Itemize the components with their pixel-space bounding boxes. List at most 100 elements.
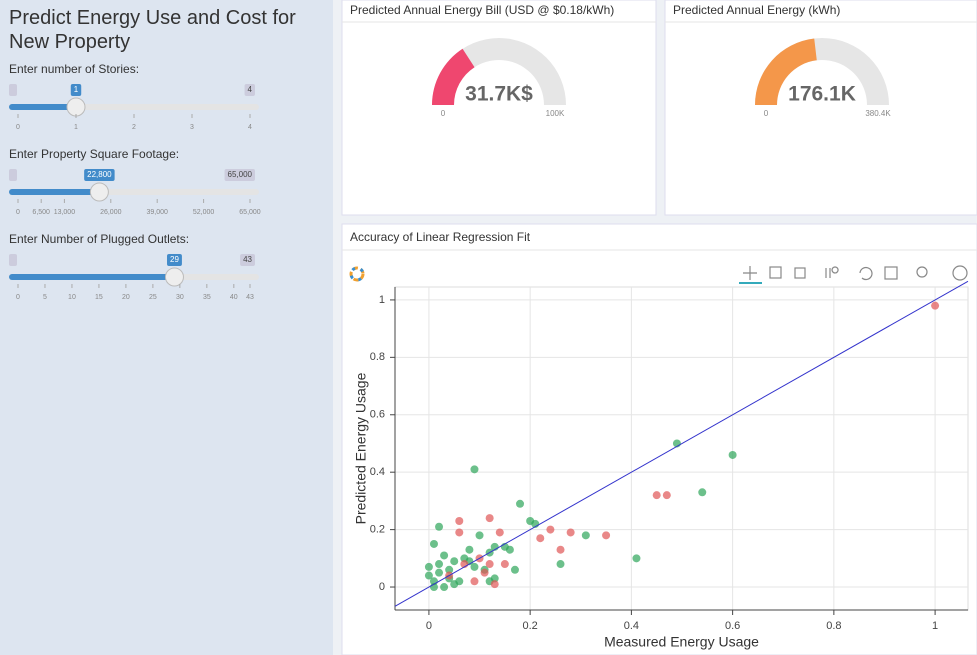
- data-point: [445, 565, 454, 574]
- data-point: [450, 557, 459, 566]
- slider-max-box: [224, 169, 255, 181]
- hover-tool[interactable]: [916, 266, 928, 278]
- slider-value: 1: [74, 85, 79, 94]
- data-point: [485, 560, 494, 569]
- data-point: [546, 525, 555, 534]
- data-point: [455, 516, 464, 525]
- gauge-min: 0: [764, 109, 769, 118]
- plot-title: Accuracy of Linear Regression Fit: [350, 230, 531, 244]
- y-tick-label: 1: [379, 294, 385, 306]
- slider-max: 4: [248, 85, 253, 94]
- data-point: [435, 522, 444, 531]
- y-tick-label: 0: [379, 581, 385, 593]
- slider-tick-label: 3: [190, 124, 194, 131]
- x-tick-label: 0: [426, 620, 432, 632]
- slider-value: 29: [170, 255, 179, 264]
- data-point: [536, 534, 545, 543]
- save-tool[interactable]: [884, 266, 898, 280]
- x-tick-label: 0.6: [725, 620, 740, 632]
- toolbar[interactable]: [739, 265, 968, 284]
- sidebar: [0, 0, 333, 655]
- data-point: [440, 551, 449, 560]
- slider-tick-label: 1: [74, 124, 78, 131]
- gauge-title: Predicted Annual Energy Bill (USD @ $0.1…: [350, 3, 614, 17]
- slider-tick-label: 15: [95, 294, 103, 301]
- data-point: [429, 539, 438, 548]
- sidebar-title: Predict Energy Use and Cost for New Prop…: [9, 7, 296, 53]
- data-point: [500, 560, 509, 569]
- reset-tool[interactable]: [859, 266, 873, 281]
- y-tick-label: 0.8: [370, 351, 385, 363]
- slider-min-box: [9, 84, 17, 96]
- gauge-max: 100K: [546, 109, 565, 118]
- slider-tick-label: 10: [68, 294, 76, 301]
- data-point: [424, 562, 433, 571]
- wheel-zoom-tool[interactable]: [794, 267, 806, 279]
- gauge-panel: [341, 0, 657, 216]
- slider-handle[interactable]: [66, 97, 86, 117]
- slider-tick-label: 5: [43, 294, 47, 301]
- gauge-value-label: 176.1K: [788, 83, 856, 106]
- data-point: [480, 568, 489, 577]
- fit-line: [394, 280, 969, 607]
- gauge-value: [432, 48, 475, 105]
- gauge-panel: [664, 0, 977, 216]
- slider-tick-label: 2: [132, 124, 136, 131]
- y-tick-label: 0.2: [370, 524, 385, 536]
- data-point: [470, 577, 479, 586]
- data-point: [510, 565, 519, 574]
- data-point: [475, 531, 484, 540]
- data-point: [581, 531, 590, 540]
- slider-label: Enter Property Square Footage:: [9, 147, 179, 161]
- data-point: [490, 580, 499, 589]
- data-point: [495, 528, 504, 537]
- x-tick-label: 1: [932, 620, 938, 632]
- data-point: [556, 545, 565, 554]
- help-tool[interactable]: [952, 265, 968, 281]
- data-point: [450, 580, 459, 589]
- bokeh-logo: [349, 266, 365, 282]
- slider-max: 65,000: [228, 170, 253, 179]
- slider-label: Enter number of Stories:: [9, 62, 139, 76]
- data-point: [435, 568, 444, 577]
- slider-tick-label: 25: [149, 294, 157, 301]
- box-zoom-tool[interactable]: [769, 266, 782, 279]
- data-point: [556, 560, 565, 569]
- slider-tick-label: 39,000: [146, 209, 168, 216]
- slider-max-box: [244, 84, 255, 96]
- y-tick-label: 0.4: [370, 466, 385, 478]
- data-point: [505, 545, 514, 554]
- data-point: [698, 488, 707, 497]
- slider-fill: [9, 104, 76, 110]
- data-point: [490, 574, 499, 583]
- data-point: [662, 491, 671, 500]
- slider-tick-label: 13,000: [54, 209, 76, 216]
- slider-tick-label: 4: [248, 124, 252, 131]
- slider-handle[interactable]: [164, 267, 184, 287]
- x-tick-label: 0.8: [826, 620, 841, 632]
- data-point: [602, 531, 611, 540]
- slider-tick-label: 35: [203, 294, 211, 301]
- slider-label: Enter Number of Plugged Outlets:: [9, 232, 189, 246]
- slider-fill: [9, 274, 175, 280]
- slider-value-box: [167, 254, 182, 266]
- slider-tick-label: 20: [122, 294, 130, 301]
- gauge-value-label: 31.7K$: [465, 83, 533, 106]
- data-point: [424, 571, 433, 580]
- data-point: [728, 450, 737, 459]
- data-point: [931, 301, 940, 310]
- gauge-title: Predicted Annual Energy (kWh): [673, 3, 840, 17]
- slider-min-box: [9, 169, 17, 181]
- data-point: [516, 499, 525, 508]
- slider-handle[interactable]: [89, 182, 109, 202]
- data-point: [435, 560, 444, 569]
- slider-tick-label: 40: [230, 294, 238, 301]
- data-point: [470, 562, 479, 571]
- pan-tool[interactable]: [743, 266, 757, 280]
- data-point: [652, 491, 661, 500]
- lasso-tool[interactable]: [825, 266, 839, 278]
- x-tick-label: 0.4: [624, 620, 639, 632]
- slider-value-box: [70, 84, 82, 96]
- data-point: [470, 465, 479, 474]
